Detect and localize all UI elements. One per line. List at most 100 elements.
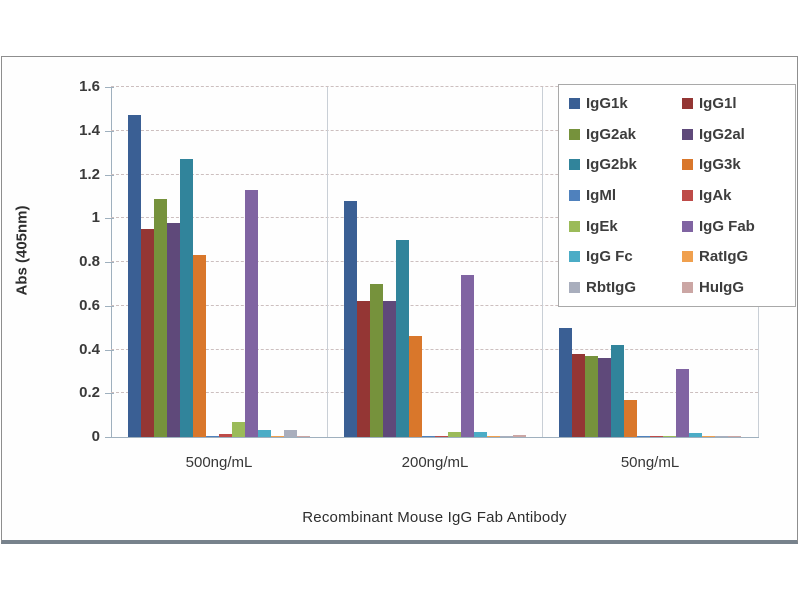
bar-igg1k: [344, 201, 357, 437]
legend-item: HuIgG: [682, 273, 795, 301]
legend-swatch-icon: [682, 251, 693, 263]
legend-item: IgG3k: [682, 151, 795, 179]
legend-label: IgG3k: [699, 156, 741, 174]
bar-igg-fab: [676, 369, 689, 437]
legend-swatch-icon: [569, 251, 580, 263]
gridline: [111, 348, 758, 350]
y-tick-mark: [105, 218, 114, 220]
legend: IgG1k IgG1l IgG2ak IgG2al IgG2bk IgG3k IgMl IgA…: [558, 84, 796, 307]
gridline: [111, 304, 758, 306]
legend-swatch-icon: [682, 220, 693, 232]
bar-igg2al: [598, 358, 611, 437]
bar-igml: [422, 436, 435, 437]
legend-swatch-icon: [569, 190, 580, 201]
legend-label: IgMl: [586, 187, 616, 204]
bar-rbtigg: [715, 436, 728, 437]
y-tick-label: 1.2: [79, 165, 100, 183]
legend-item: IgMl: [569, 182, 682, 210]
bar-rbtigg: [500, 436, 513, 437]
x-category-label: 500ng/mL: [185, 454, 253, 471]
bar-igml: [206, 436, 219, 437]
y-tick-label: 0.8: [79, 253, 100, 270]
chart-frame: Abs (405nm) 0 0.2 0.4 0.6 0.8 1 1.2 1.4 1.6 500n…: [1, 56, 798, 544]
bar-igg2al: [383, 301, 396, 437]
legend-item: IgG Fc: [569, 243, 682, 271]
bar-huigg: [513, 435, 526, 437]
bar-igak: [650, 436, 663, 437]
y-tick-mark: [105, 262, 114, 263]
legend-swatch-icon: [569, 159, 580, 171]
bar-igg3k: [409, 336, 422, 437]
bar-igg3k: [624, 400, 637, 437]
bar-igg1l: [572, 354, 585, 437]
gridline: [111, 129, 758, 131]
y-tick-label: 0: [91, 428, 100, 445]
legend-swatch-icon: [569, 98, 580, 110]
bar-huigg: [728, 436, 741, 437]
legend-item: IgG1k: [569, 90, 682, 118]
legend-item: RbtIgG: [569, 273, 682, 301]
bar-igg-fc: [258, 430, 271, 437]
bar-igml: [637, 436, 650, 437]
y-tick-mark: [105, 130, 114, 132]
x-axis-line: [105, 437, 759, 438]
y-tick-mark: [105, 349, 114, 351]
bar-igg2bk: [180, 159, 193, 437]
legend-item: IgEk: [569, 212, 682, 240]
gridline: [111, 86, 758, 87]
legend-item: RatIgG: [682, 243, 795, 271]
legend-label: IgAk: [699, 187, 732, 204]
bar-igak: [219, 434, 232, 437]
legend-item: IgG2ak: [569, 120, 682, 148]
legend-label: IgG2ak: [586, 125, 637, 143]
bar-igg2bk: [396, 240, 409, 437]
legend-swatch-icon: [682, 281, 693, 293]
legend-item: IgG1l: [682, 90, 795, 118]
category-separator: [327, 87, 328, 437]
bar-igg-fab: [461, 275, 474, 437]
bar-igek: [448, 432, 461, 437]
legend-item: IgG2bk: [569, 151, 682, 179]
legend-label: IgG2al: [699, 125, 745, 143]
legend-label: RatIgG: [699, 248, 749, 266]
y-tick-mark: [105, 393, 114, 395]
legend-label: IgG Fab: [699, 217, 755, 235]
legend-item: IgAk: [682, 182, 795, 210]
legend-swatch-icon: [682, 190, 693, 201]
gridline: [111, 261, 758, 262]
bar-igg3k: [193, 255, 206, 437]
gridline: [111, 392, 758, 394]
bar-igak: [435, 436, 448, 437]
legend-swatch-icon: [682, 98, 693, 110]
legend-label: IgEk: [586, 217, 618, 235]
y-tick-mark: [105, 87, 114, 88]
bar-igg1k: [128, 115, 141, 437]
legend-label: RbtIgG: [586, 278, 636, 296]
bar-ratigg: [702, 436, 715, 437]
bar-igg2ak: [585, 356, 598, 437]
legend-label: HuIgG: [699, 278, 744, 296]
y-axis-line: [111, 87, 112, 438]
x-category-label: 200ng/mL: [401, 454, 469, 471]
y-tick-label: 1: [91, 209, 100, 227]
legend-swatch-icon: [682, 159, 693, 171]
y-tick-label: 0.4: [79, 340, 100, 358]
legend-item: IgG Fab: [682, 212, 795, 240]
category-separator: [542, 87, 543, 437]
legend-swatch-icon: [682, 128, 693, 140]
bar-igg-fab: [245, 190, 258, 437]
bar-igg2al: [167, 223, 180, 437]
bar-igg-fc: [689, 433, 702, 437]
bar-igg1l: [141, 229, 154, 437]
y-axis-title: Abs (405nm): [13, 205, 31, 296]
bar-ratigg: [487, 436, 500, 437]
bar-ratigg: [271, 436, 284, 437]
bar-igg2ak: [154, 199, 167, 437]
y-tick-label: 0.2: [79, 384, 100, 402]
bar-huigg: [297, 436, 310, 437]
chart-title: Recombinant Mouse IgG Fab Antibody: [302, 509, 567, 526]
gridline: [111, 173, 758, 175]
legend-label: IgG2bk: [586, 156, 637, 174]
bar-igek: [232, 422, 245, 437]
